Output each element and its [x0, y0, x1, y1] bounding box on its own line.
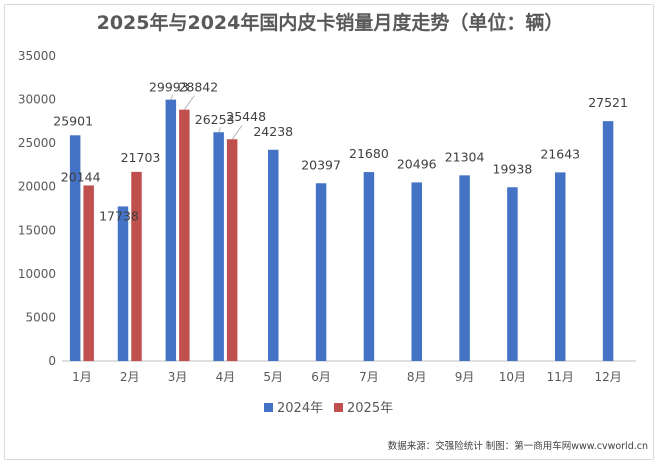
y-tick-label: 5000: [25, 310, 56, 324]
x-tick-label: 4月: [216, 370, 236, 384]
bar-2024-11: [555, 172, 566, 361]
y-tick-label: 10000: [18, 267, 56, 281]
data-label-2024-10: 19938: [493, 161, 533, 176]
data-label-2025-4: 25448: [226, 109, 266, 124]
bar-2024-3: [165, 99, 177, 361]
x-tick-label: 9月: [455, 370, 475, 384]
y-tick-label: 35000: [18, 49, 56, 63]
y-tick-label: 30000: [18, 93, 56, 107]
x-tick-label: 12月: [594, 370, 621, 384]
chart-title: 2025年与2024年国内皮卡销量月度走势（单位：辆）: [96, 12, 564, 34]
legend-swatch-2024年: [264, 403, 273, 412]
bar-2025-3: [179, 109, 190, 362]
source-note: 数据来源：交强险统计 制图：第一商用车网www.cvworld.cn: [387, 441, 648, 452]
data-label-2024-9: 21304: [445, 149, 485, 164]
x-tick-label: 3月: [168, 370, 188, 384]
y-tick-label: 0: [48, 354, 56, 368]
legend-label: 2024年: [277, 401, 323, 416]
data-label-2025-1: 20144: [61, 169, 101, 184]
bar-2024-2: [117, 206, 129, 361]
bar-2024-1: [69, 135, 81, 361]
data-label-2024-1: 25901: [53, 113, 93, 128]
legend-label: 2025年: [347, 401, 393, 416]
data-label-2024-8: 20496: [397, 156, 437, 171]
bar-2024-9: [459, 175, 470, 361]
data-label-2024-11: 21643: [540, 146, 580, 161]
data-label-2024-3: 29993: [149, 80, 189, 95]
x-tick-label: 7月: [359, 370, 379, 384]
bar-2025-2: [131, 171, 142, 361]
y-tick-label: 15000: [18, 223, 56, 237]
data-label-2024-6: 20397: [301, 157, 341, 172]
leader-line: [231, 125, 243, 140]
x-tick-label: 5月: [263, 370, 283, 384]
bar-2024-4: [213, 132, 224, 361]
chart-frame: [4, 4, 654, 460]
bar-2024-12: [602, 121, 614, 362]
bar-2024-8: [411, 182, 422, 361]
leader-line: [218, 127, 222, 133]
y-tick-label: 20000: [18, 180, 56, 194]
x-tick-label: 6月: [311, 370, 331, 384]
data-label-2024-5: 24238: [253, 124, 293, 139]
y-tick-label: 25000: [18, 136, 56, 150]
leader-line: [184, 95, 195, 110]
bar-2024-7: [363, 172, 375, 361]
bar-2024-6: [315, 183, 327, 361]
data-label-2025-3: 28842: [178, 80, 218, 95]
x-tick-label: 8月: [407, 370, 427, 384]
x-tick-label: 10月: [499, 370, 526, 384]
bar-2024-5: [268, 149, 279, 361]
x-tick-label: 11月: [547, 370, 574, 384]
data-label-2025-2: 21703: [121, 150, 161, 165]
bar-2024-10: [507, 187, 518, 361]
legend-swatch-2025年: [334, 403, 343, 412]
data-label-2024-12: 27521: [588, 95, 628, 110]
data-label-2024-7: 21680: [349, 146, 389, 161]
data-label-2024-4: 26253: [195, 112, 235, 127]
x-tick-label: 2月: [120, 370, 140, 384]
x-tick-label: 1月: [72, 370, 92, 384]
bar-2025-4: [226, 139, 238, 361]
bar-2025-1: [83, 185, 94, 361]
data-label-2024-2: 17738: [99, 208, 139, 223]
leader-line: [170, 94, 174, 100]
